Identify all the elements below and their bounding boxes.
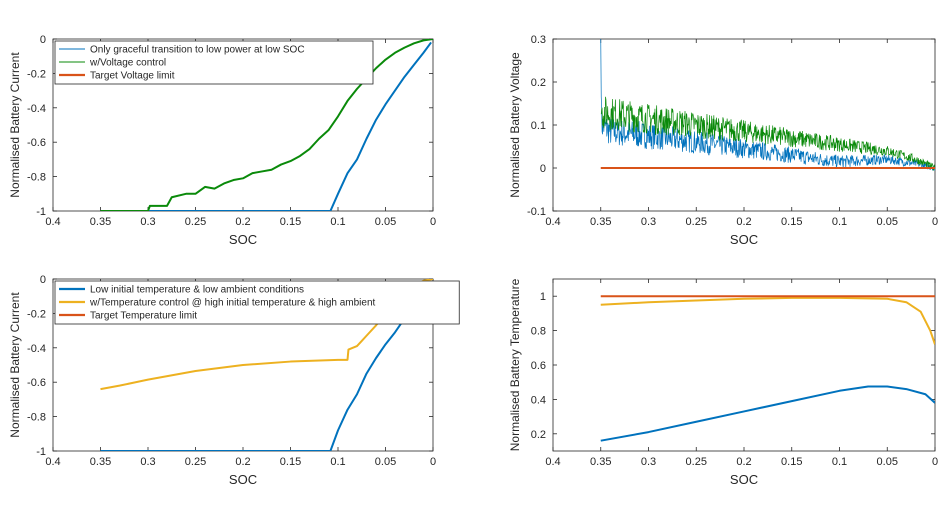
plot-area bbox=[100, 39, 433, 211]
x-tick-label: 0.1 bbox=[330, 216, 345, 228]
x-tick-label: 0 bbox=[932, 216, 938, 228]
x-tick-label: 0.1 bbox=[330, 456, 345, 468]
x-tick-label: 0.05 bbox=[877, 216, 898, 228]
y-tick-label: 0.2 bbox=[531, 77, 546, 89]
y-tick-label: -0.6 bbox=[27, 137, 46, 149]
chart-br: 0.4 0.35 0.3 0.25 0.2 0.15 0.1 0.05 0 1 0.8 0.6 0.4 0… bbox=[508, 278, 938, 487]
y-tick-label: -0.2 bbox=[27, 68, 46, 80]
legend-label: Target Temperature limit bbox=[90, 311, 197, 322]
chart-bl: 0.4 0.35 0.3 0.25 0.2 0.15 0.1 0.05 0 0 -0.2 -0.4 -0… bbox=[8, 274, 460, 487]
x-tick-label: 0.15 bbox=[280, 456, 301, 468]
x-tick-label: 0.4 bbox=[45, 456, 60, 468]
x-tick-label: 0.2 bbox=[736, 456, 751, 468]
x-tick-label: 0.1 bbox=[832, 456, 847, 468]
series-line-green bbox=[600, 96, 935, 172]
y-tick-label: 0.8 bbox=[531, 326, 546, 338]
x-tick-label: 0.4 bbox=[545, 216, 560, 228]
legend-label: Target Voltage limit bbox=[90, 71, 175, 82]
series-line-orange bbox=[600, 296, 935, 345]
y-tick-label: 0.6 bbox=[531, 360, 546, 372]
legend-label: w/Voltage control bbox=[89, 58, 166, 69]
y-axis-label: Normalised Battery Voltage bbox=[508, 52, 522, 198]
x-tick-label: 0.05 bbox=[877, 456, 898, 468]
y-tick-label: 1 bbox=[540, 291, 546, 303]
x-tick-label: 0.3 bbox=[641, 216, 656, 228]
x-axis-label: SOC bbox=[730, 232, 758, 247]
y-tick-label: -0.4 bbox=[27, 103, 46, 115]
y-tick-label: 0.1 bbox=[531, 120, 546, 132]
x-tick-label: 0.2 bbox=[235, 456, 250, 468]
legend: Low initial temperature & low ambient co… bbox=[54, 280, 460, 325]
plot-area bbox=[600, 39, 935, 172]
legend-label: w/Temperature control @ high initial tem… bbox=[89, 298, 376, 309]
series-line-blue bbox=[600, 39, 935, 171]
y-tick-label: 0 bbox=[40, 274, 46, 286]
y-tick-label: -0.8 bbox=[27, 172, 46, 184]
x-tick-label: 0.25 bbox=[185, 456, 206, 468]
x-tick-label: 0.2 bbox=[235, 216, 250, 228]
y-tick-label: -0.8 bbox=[27, 412, 46, 424]
x-tick-label: 0.35 bbox=[90, 456, 111, 468]
y-tick-label: -0.2 bbox=[27, 308, 46, 320]
x-tick-label: 0.15 bbox=[280, 216, 301, 228]
y-tick-label: 0.3 bbox=[531, 34, 546, 46]
x-tick-label: 0 bbox=[932, 456, 938, 468]
series-line-blue bbox=[100, 41, 432, 211]
x-tick-label: 0.25 bbox=[686, 456, 707, 468]
y-tick-label: -1 bbox=[36, 206, 46, 218]
y-axis-label: Normalised Battery Current bbox=[8, 292, 22, 438]
legend-label: Low initial temperature & low ambient co… bbox=[90, 285, 304, 296]
series-line-blue bbox=[600, 385, 935, 442]
x-tick-label: 0.05 bbox=[375, 456, 396, 468]
chart-tr: 0.4 0.35 0.3 0.25 0.2 0.15 0.1 0.05 0 0.3 0.2 0.1 0 -… bbox=[508, 34, 938, 247]
x-axis-label: SOC bbox=[730, 472, 758, 487]
y-tick-label: 0 bbox=[40, 34, 46, 46]
x-tick-label: 0.05 bbox=[375, 216, 396, 228]
x-tick-label: 0.35 bbox=[590, 456, 611, 468]
x-axis-label: SOC bbox=[229, 472, 257, 487]
x-tick-label: 0.3 bbox=[140, 216, 155, 228]
y-axis-label: Normalised Battery Temperature bbox=[508, 278, 522, 451]
y-tick-label: 0.2 bbox=[531, 429, 546, 441]
chart-tl: 0.4 0.35 0.3 0.25 0.2 0.15 0.1 0.05 0 0 -0.2 -0.4 -0… bbox=[8, 34, 436, 247]
y-tick-label: 0 bbox=[540, 163, 546, 175]
x-axis-label: SOC bbox=[229, 232, 257, 247]
legend-label: Only graceful transition to low power at… bbox=[90, 45, 305, 56]
y-axis-label: Normalised Battery Current bbox=[8, 52, 22, 198]
x-tick-label: 0.1 bbox=[832, 216, 847, 228]
series-line-green bbox=[100, 39, 433, 211]
x-tick-label: 0 bbox=[430, 456, 436, 468]
legend-box bbox=[54, 40, 374, 85]
x-tick-label: 0.4 bbox=[545, 456, 560, 468]
x-tick-label: 0.35 bbox=[90, 216, 111, 228]
y-tick-label: -0.1 bbox=[527, 206, 546, 218]
y-tick-label: -0.4 bbox=[27, 343, 46, 355]
legend: Only graceful transition to low power at… bbox=[54, 40, 374, 85]
x-tick-label: 0.3 bbox=[641, 456, 656, 468]
x-tick-label: 0.15 bbox=[781, 456, 802, 468]
x-tick-label: 0.4 bbox=[45, 216, 60, 228]
x-tick-label: 0.25 bbox=[686, 216, 707, 228]
plot-area bbox=[600, 295, 935, 442]
y-tick-label: 0.4 bbox=[531, 394, 546, 406]
y-tick-label: -0.6 bbox=[27, 377, 46, 389]
legend-box bbox=[54, 280, 460, 325]
x-tick-label: 0.2 bbox=[736, 216, 751, 228]
x-tick-label: 0.25 bbox=[185, 216, 206, 228]
y-tick-label: -1 bbox=[36, 446, 46, 458]
x-tick-label: 0.35 bbox=[590, 216, 611, 228]
x-tick-label: 0.3 bbox=[140, 456, 155, 468]
x-tick-label: 0.15 bbox=[781, 216, 802, 228]
x-tick-label: 0 bbox=[430, 216, 436, 228]
